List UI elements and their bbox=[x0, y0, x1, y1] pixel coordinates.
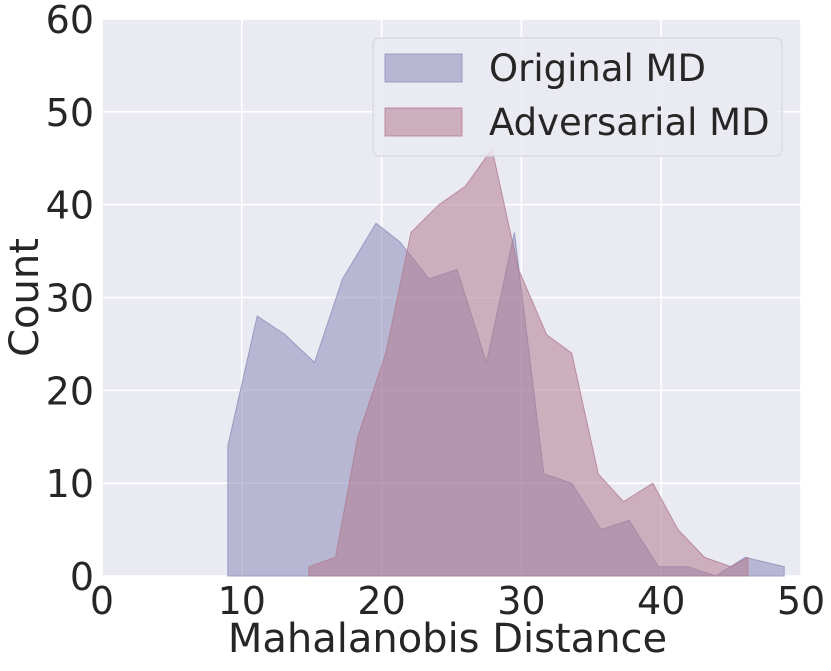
x-tick-label: 50 bbox=[777, 579, 825, 623]
y-tick-label: 10 bbox=[46, 462, 94, 506]
tick-labels: 0 10 20 30 40 50 0 10 20 30 40 50 60 bbox=[46, 0, 826, 623]
x-tick-label: 40 bbox=[637, 579, 685, 623]
x-tick-label: 0 bbox=[90, 579, 114, 623]
series-area-adversarial-md bbox=[308, 147, 749, 577]
y-tick-label: 50 bbox=[46, 91, 94, 135]
y-tick-label: 0 bbox=[70, 555, 94, 599]
legend-label: Adversarial MD bbox=[489, 101, 770, 144]
y-tick-label: 60 bbox=[46, 0, 94, 42]
series-areas bbox=[227, 147, 785, 577]
legend: Original MD Adversarial MD bbox=[372, 37, 783, 157]
legend-box bbox=[372, 37, 783, 157]
x-tick-label: 10 bbox=[218, 579, 266, 623]
y-tick-label: 40 bbox=[46, 184, 94, 228]
y-tick-label: 30 bbox=[46, 277, 94, 321]
legend-swatch bbox=[384, 53, 463, 83]
legend-label: Original MD bbox=[489, 47, 706, 90]
x-tick-label: 30 bbox=[497, 579, 545, 623]
y-axis-label: Count bbox=[2, 238, 48, 357]
x-axis-label: Mahalanobis Distance bbox=[228, 616, 667, 662]
x-tick-label: 20 bbox=[357, 579, 405, 623]
legend-swatch bbox=[384, 107, 463, 137]
y-tick-label: 20 bbox=[46, 369, 94, 413]
